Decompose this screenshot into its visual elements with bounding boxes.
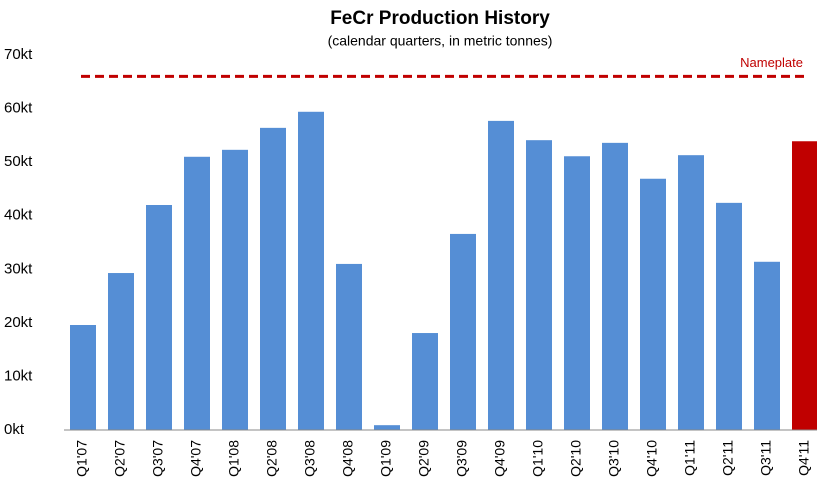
bar [450, 233, 476, 430]
x-tick-label: Q3'11 [758, 440, 774, 476]
bar [602, 142, 628, 430]
bar [70, 325, 96, 430]
x-tick-label: Q4'09 [492, 440, 508, 477]
bar [222, 149, 248, 431]
x-tick-label: Q3'07 [150, 440, 166, 477]
chart-title: FeCr Production History [330, 8, 550, 29]
x-tick-label: Q2'07 [112, 440, 128, 477]
y-tick-label: 60kt [4, 100, 33, 117]
bar [260, 127, 286, 430]
x-tick-label: Q4'10 [644, 440, 660, 477]
bar [640, 178, 666, 430]
bar [526, 140, 552, 430]
y-tick-label: 20kt [4, 314, 33, 331]
x-tick-label: Q1'07 [74, 440, 90, 477]
y-tick-label: 70kt [4, 46, 33, 63]
bar [108, 273, 134, 430]
y-tick-label: 50kt [4, 153, 33, 170]
y-tick-label: 40kt [4, 207, 33, 224]
x-tick-label: Q4'07 [188, 440, 204, 477]
bar [564, 156, 590, 430]
x-tick-label: Q2'11 [720, 440, 736, 476]
bar [184, 156, 210, 431]
bar [298, 111, 324, 431]
bar [374, 425, 400, 430]
reference-label: Nameplate [740, 55, 803, 70]
x-tick-label: Q4'11 [796, 440, 812, 476]
x-tick-label: Q2'09 [416, 440, 432, 477]
x-tick-label: Q2'08 [264, 440, 280, 477]
chart-subtitle: (calendar quarters, in metric tonnes) [328, 33, 553, 49]
bar [336, 263, 362, 430]
x-tick-label: Q4'08 [340, 440, 356, 477]
x-tick-label: Q2'10 [568, 440, 584, 477]
y-tick-label: 10kt [4, 367, 33, 384]
y-tick-label: 0kt [4, 421, 25, 438]
x-tick-label: Q3'10 [606, 440, 622, 477]
x-tick-label: Q1'08 [226, 440, 242, 477]
bar [678, 155, 704, 430]
bar [754, 261, 780, 430]
bar [412, 333, 438, 430]
x-tick-label: Q1'09 [378, 440, 394, 477]
bar [792, 141, 817, 430]
x-tick-label: Q1'10 [530, 440, 546, 477]
y-tick-label: 30kt [4, 260, 33, 277]
bar [488, 120, 514, 431]
x-tick-label: Q1'11 [682, 440, 698, 476]
bar [146, 205, 172, 430]
x-tick-label: Q3'09 [454, 440, 470, 477]
x-tick-label: Q3'08 [302, 440, 318, 477]
bar [716, 202, 742, 430]
